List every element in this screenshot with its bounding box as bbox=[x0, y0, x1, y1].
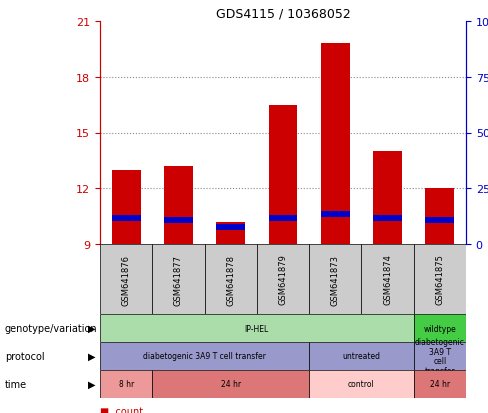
Bar bbox=[100, 342, 309, 370]
Bar bbox=[309, 370, 414, 398]
Text: GSM641875: GSM641875 bbox=[435, 254, 445, 305]
Text: diabetogenic
3A9 T
cell
transfer: diabetogenic 3A9 T cell transfer bbox=[415, 337, 465, 375]
Text: ▶: ▶ bbox=[88, 379, 95, 389]
Bar bbox=[100, 370, 152, 398]
Text: ■  count: ■ count bbox=[100, 406, 143, 413]
Text: ▶: ▶ bbox=[88, 323, 95, 333]
Bar bbox=[362, 244, 414, 314]
Bar bbox=[309, 342, 414, 370]
Bar bbox=[414, 314, 466, 342]
Text: GSM641873: GSM641873 bbox=[331, 254, 340, 305]
Text: IP-HEL: IP-HEL bbox=[245, 324, 269, 333]
Bar bbox=[321, 44, 350, 244]
Bar bbox=[100, 244, 152, 314]
Bar bbox=[414, 244, 466, 314]
Text: control: control bbox=[348, 380, 375, 389]
Bar bbox=[309, 244, 362, 314]
Text: GSM641878: GSM641878 bbox=[226, 254, 235, 305]
Text: diabetogenic 3A9 T cell transfer: diabetogenic 3A9 T cell transfer bbox=[143, 351, 266, 361]
Bar bbox=[268, 105, 297, 244]
Bar bbox=[426, 189, 454, 244]
Text: untreated: untreated bbox=[343, 351, 381, 361]
Bar bbox=[257, 244, 309, 314]
Bar bbox=[268, 216, 297, 221]
Bar bbox=[100, 314, 414, 342]
Bar bbox=[152, 244, 204, 314]
Bar bbox=[414, 370, 466, 398]
Text: GSM641877: GSM641877 bbox=[174, 254, 183, 305]
Text: GSM641876: GSM641876 bbox=[122, 254, 131, 305]
Bar bbox=[112, 170, 141, 244]
Title: GDS4115 / 10368052: GDS4115 / 10368052 bbox=[216, 8, 350, 21]
Text: protocol: protocol bbox=[5, 351, 44, 361]
Bar bbox=[164, 218, 193, 223]
Text: GSM641874: GSM641874 bbox=[383, 254, 392, 305]
Bar bbox=[414, 342, 466, 370]
Text: 24 hr: 24 hr bbox=[221, 380, 241, 389]
Text: genotype/variation: genotype/variation bbox=[5, 323, 98, 333]
Text: wildtype: wildtype bbox=[424, 324, 456, 333]
Text: time: time bbox=[5, 379, 27, 389]
Text: 8 hr: 8 hr bbox=[119, 380, 134, 389]
Text: ▶: ▶ bbox=[88, 351, 95, 361]
Bar bbox=[321, 212, 350, 218]
Bar bbox=[216, 222, 245, 244]
Bar bbox=[373, 152, 402, 244]
Bar bbox=[216, 225, 245, 230]
Bar bbox=[152, 370, 309, 398]
Text: 24 hr: 24 hr bbox=[430, 380, 450, 389]
Bar bbox=[164, 166, 193, 244]
Bar bbox=[426, 218, 454, 223]
Bar bbox=[112, 216, 141, 221]
Bar bbox=[373, 216, 402, 221]
Text: GSM641879: GSM641879 bbox=[279, 254, 287, 305]
Bar bbox=[204, 244, 257, 314]
